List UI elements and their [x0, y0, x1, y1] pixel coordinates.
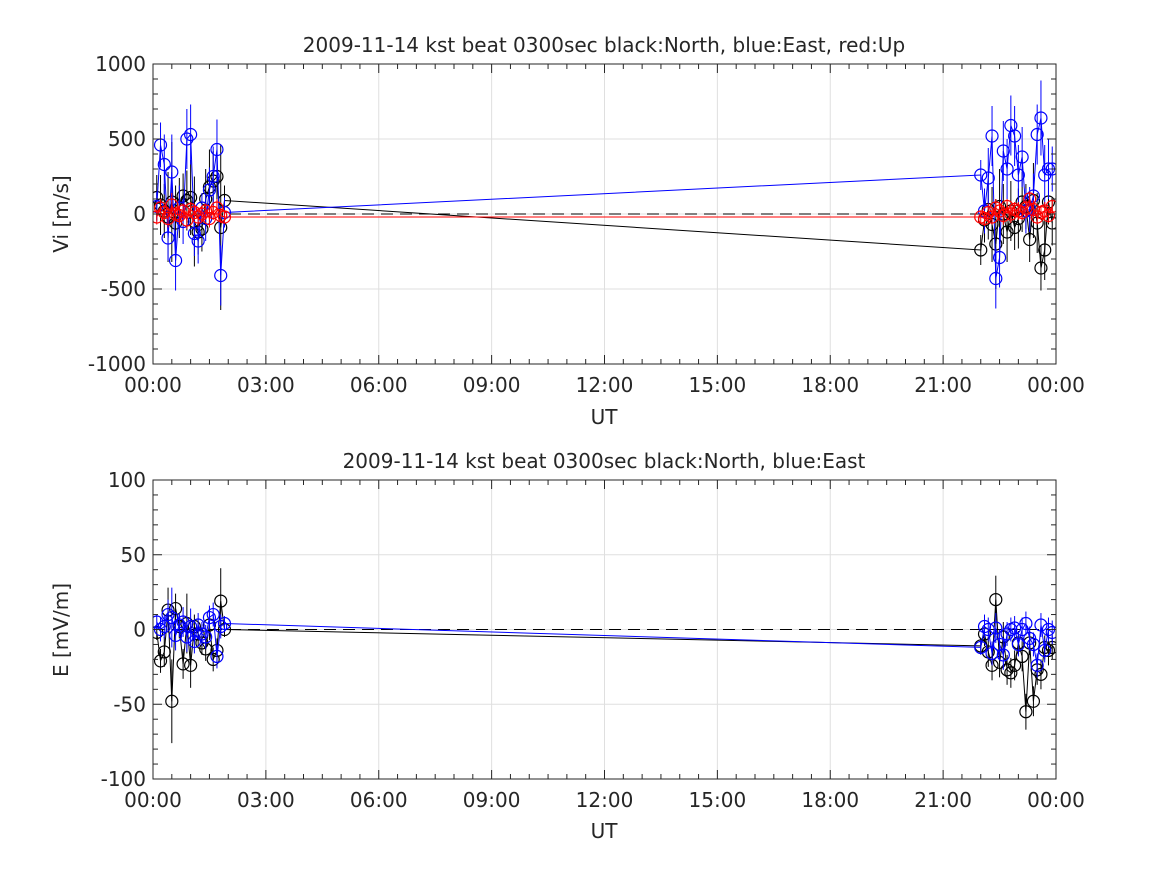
electric-field-y-axis-label: E [mV/m] [49, 583, 73, 677]
x-tick-label: 12:00 [576, 788, 634, 812]
y-tick-label: -500 [101, 277, 146, 301]
x-tick-label: 03:00 [237, 788, 295, 812]
y-tick-label: 500 [108, 127, 146, 151]
x-tick-label: 03:00 [237, 373, 295, 397]
y-tick-label: 0 [133, 202, 146, 226]
x-tick-label: 15:00 [689, 373, 747, 397]
electric-field-plot-title: 2009-11-14 kst beat 0300sec black:North,… [343, 449, 866, 473]
x-tick-label: 18:00 [801, 788, 859, 812]
x-tick-label: 00:00 [124, 373, 182, 397]
y-tick-label: 1000 [95, 52, 146, 76]
velocity-plot-title: 2009-11-14 kst beat 0300sec black:North,… [303, 33, 905, 57]
y-tick-label: 50 [121, 543, 146, 567]
x-tick-label: 09:00 [463, 788, 521, 812]
x-tick-label: 21:00 [914, 788, 972, 812]
velocity-y-axis-label: Vi [m/s] [49, 175, 73, 252]
x-tick-label: 00:00 [124, 788, 182, 812]
x-tick-label: 12:00 [576, 373, 634, 397]
x-tick-label: 18:00 [801, 373, 859, 397]
y-tick-label: -1000 [88, 352, 146, 376]
x-tick-label: 06:00 [350, 788, 408, 812]
y-tick-label: 0 [133, 618, 146, 642]
x-tick-label: 09:00 [463, 373, 521, 397]
velocity-x-axis-label: UT [591, 405, 619, 429]
x-tick-label: 00:00 [1027, 788, 1085, 812]
y-tick-label: -50 [113, 692, 146, 716]
y-tick-label: -100 [101, 767, 146, 791]
x-tick-label: 15:00 [689, 788, 747, 812]
electric-field-x-axis-label: UT [591, 819, 619, 843]
x-tick-label: 21:00 [914, 373, 972, 397]
y-tick-label: 100 [108, 468, 146, 492]
x-tick-label: 06:00 [350, 373, 408, 397]
x-tick-label: 00:00 [1027, 373, 1085, 397]
